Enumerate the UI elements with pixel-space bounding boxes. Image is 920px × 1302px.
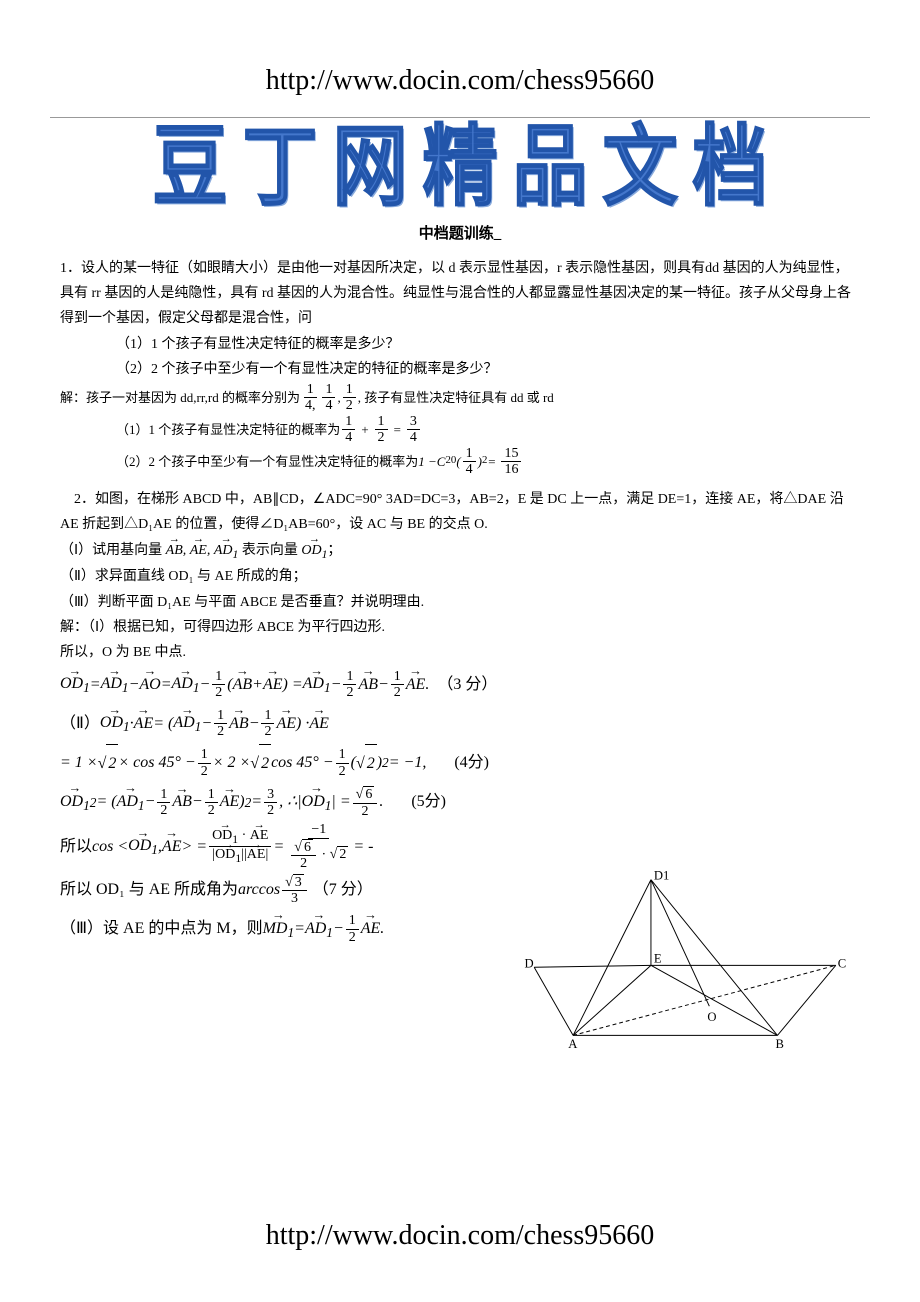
problem-2-part1: （Ⅰ）试用基向量 AB, AE, AD1 表示向量 OD1；: [60, 538, 860, 565]
problem-1-q2: （2）2 个孩子中至少有一个有显性决定的特征的概率是多少？: [60, 357, 860, 382]
label-e: E: [654, 951, 662, 965]
problem-1-sol-intro: 解：孩子一对基因为 dd,rr,rd 的概率分别为 14, 14, 12 , 孩…: [60, 382, 860, 414]
problem-1-sol1: （1）1 个孩子有显性决定特征的概率为 14 + 12 = 34: [60, 414, 860, 446]
banner-char: 丁: [243, 123, 318, 211]
problem-1-q1: （1）1 个孩子有显性决定特征的概率是多少？: [60, 332, 860, 357]
problem-1-sol2: （2）2 个孩子中至少有一个有显性决定特征的概率为 1 − C20( 14 )2…: [60, 446, 860, 478]
eq-cosine: 所以cos <OD1, AE> = OD1 · AE |OD1||AE| = −…: [60, 822, 860, 871]
banner-char: 豆: [153, 123, 228, 211]
doc-title: 中档题训练_: [60, 221, 860, 248]
label-o: O: [707, 1010, 716, 1024]
header-url: http://www.docin.com/chess95660: [0, 0, 920, 117]
problem-2-part3: （Ⅲ）判断平面 D₁AE 与平面 ABCE 是否垂直？并说明理由.: [60, 590, 860, 615]
geometry-diagram: D1 D E C A O B: [520, 870, 850, 1050]
banner-char: 网: [333, 123, 408, 211]
footer-url: http://www.docin.com/chess95660: [0, 1220, 920, 1252]
label-d1: D1: [654, 870, 669, 883]
document-content: 中档题训练_ 1．设人的某一特征（如眼睛大小）是由他一对基因所决定，以 d 表示…: [0, 221, 920, 949]
problem-2-part2: （Ⅱ）求异面直线 OD₁ 与 AE 所成的角；: [60, 564, 860, 589]
label-c: C: [838, 956, 846, 970]
eq-part2-line1: （Ⅱ）OD1 · AE = (AD1 − 12AB − 12AE) · AE: [60, 704, 860, 743]
problem-1-stem: 1．设人的某一特征（如眼睛大小）是由他一对基因所决定，以 d 表示显性基因，r …: [60, 256, 860, 332]
problem-2-sol-start: 解：（Ⅰ）根据已知，可得四边形 ABCE 为平行四边形.: [60, 615, 860, 640]
banner-char: 文: [603, 123, 678, 211]
banner-logo: 豆 丁 网 精 品 文 档: [0, 123, 920, 211]
banner-char: 档: [693, 123, 768, 211]
eq-part2-line3: OD12 = (AD1 − 12AB − 12AE)2 = 32, ∴|OD1|…: [60, 783, 860, 822]
label-d: D: [524, 956, 533, 970]
label-a: A: [568, 1037, 578, 1050]
label-b: B: [775, 1037, 783, 1050]
banner-char: 精: [423, 123, 498, 211]
banner-char: 品: [513, 123, 588, 211]
problem-1: 1．设人的某一特征（如眼睛大小）是由他一对基因所决定，以 d 表示显性基因，r …: [60, 256, 860, 477]
